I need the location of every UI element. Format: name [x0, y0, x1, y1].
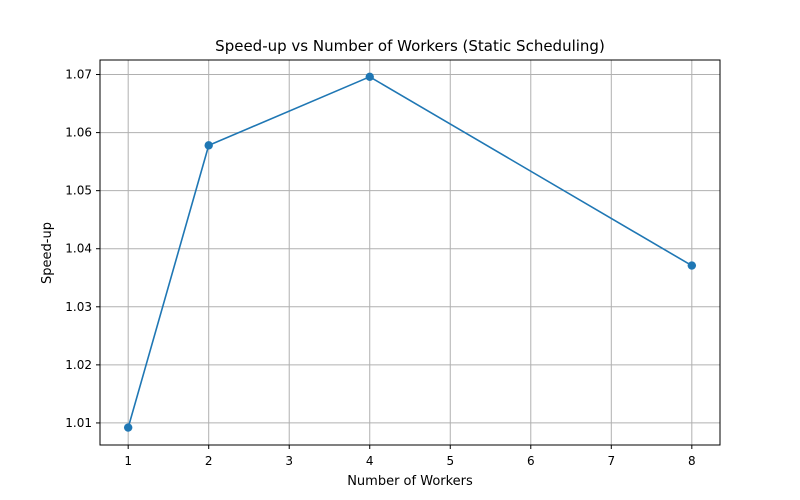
x-tick-label: 5 [446, 454, 454, 468]
x-tick-label: 7 [607, 454, 615, 468]
x-axis-label: Number of Workers [347, 474, 473, 489]
x-tick-label: 1 [124, 454, 132, 468]
x-tick-label: 3 [285, 454, 293, 468]
data-point-marker [687, 261, 697, 270]
y-axis-label: Speed-up [40, 222, 55, 284]
chart-title: Speed-up vs Number of Workers (Static Sc… [215, 37, 605, 55]
y-tick-label: 1.06 [65, 126, 92, 140]
plot-area-frame [99, 59, 721, 446]
data-point-marker [123, 423, 133, 432]
axis-ticks: 1 2 3 4 5 6 7 8 1.01 1.02 1.03 1.04 1.05 1.06 1.07 [65, 68, 695, 468]
series-line [127, 76, 693, 428]
data-point-marker [204, 141, 213, 150]
y-tick-label: 1.03 [65, 300, 92, 314]
x-tick-label: 6 [527, 454, 535, 468]
y-tick-label: 1.04 [65, 242, 92, 256]
data-series [123, 72, 697, 432]
x-tick-label: 2 [205, 454, 213, 468]
y-tick-label: 1.07 [65, 68, 92, 82]
y-tick-label: 1.05 [65, 184, 92, 198]
y-tick-label: 1.01 [65, 416, 92, 430]
x-tick-label: 4 [366, 454, 374, 468]
data-point-marker [365, 72, 374, 82]
grid-lines [100, 60, 720, 445]
y-tick-label: 1.02 [65, 358, 92, 372]
x-tick-label: 8 [688, 454, 696, 468]
